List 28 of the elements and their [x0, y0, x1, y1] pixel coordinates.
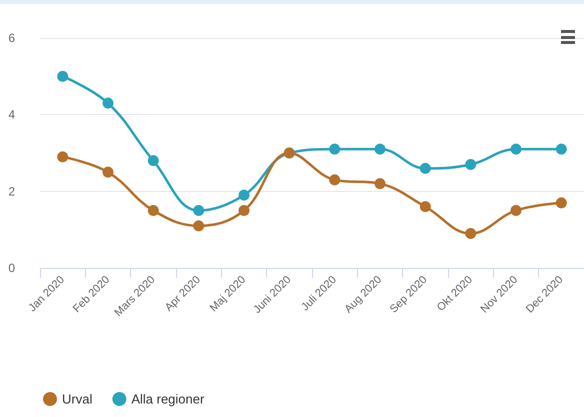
point: [329, 144, 340, 155]
point: [374, 144, 386, 155]
point: [102, 166, 114, 178]
point: [465, 228, 476, 239]
point: [238, 190, 250, 201]
point: [329, 174, 340, 186]
point: [510, 144, 522, 155]
point: [102, 98, 114, 109]
point: [374, 178, 386, 190]
point: [556, 197, 567, 208]
y-tick-label: 2: [8, 184, 16, 198]
legend-label: Urval: [62, 392, 92, 406]
point: [193, 220, 204, 232]
point: [556, 144, 567, 155]
legend-label: Alla regioner: [131, 392, 205, 406]
point: [420, 162, 431, 174]
point: [57, 151, 68, 162]
point: [420, 201, 431, 212]
y-tick-label: 6: [8, 31, 16, 45]
point: [465, 159, 476, 170]
y-tick-label: 4: [8, 108, 16, 122]
point: [148, 205, 159, 216]
point: [148, 155, 159, 166]
point: [238, 205, 250, 216]
point: [57, 70, 68, 82]
point: [510, 205, 522, 216]
point: [193, 205, 204, 216]
y-tick-label: 0: [8, 261, 16, 275]
